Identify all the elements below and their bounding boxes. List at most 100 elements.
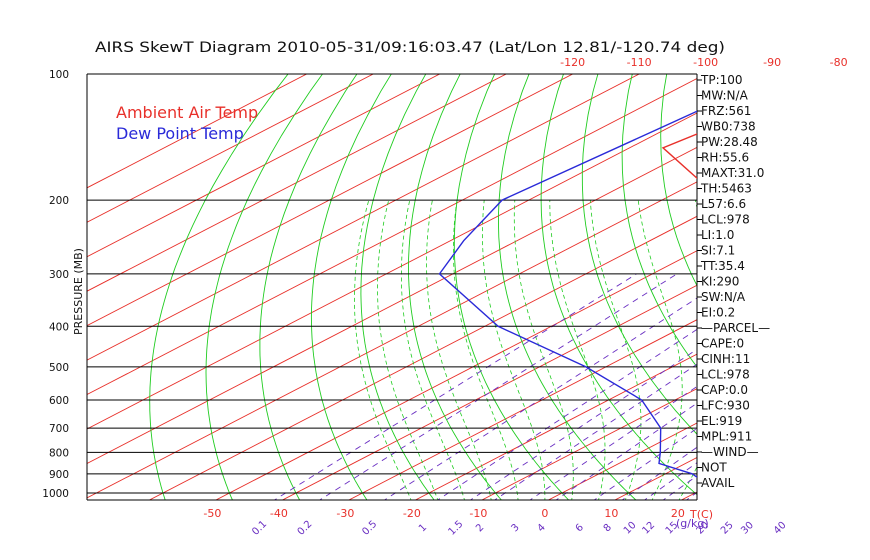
- isotherm-line: [87, 74, 308, 189]
- moist-adiabat-line: [678, 200, 697, 500]
- index-label: TP:100: [700, 73, 743, 87]
- mixing-ratio-unit-label: (g/kg): [676, 517, 709, 530]
- mixing-ratio-line: [759, 274, 870, 502]
- mixing-ratio-line: [792, 274, 870, 502]
- mixing-ratio-tick-label: 0.2: [296, 519, 315, 538]
- mixing-ratio-line: [273, 273, 637, 500]
- pressure-tick-label: 200: [49, 195, 69, 207]
- dry-adiabat-line: [498, 74, 637, 500]
- index-label: EI:0.2: [701, 306, 735, 320]
- index-label: WB0:738: [701, 120, 756, 134]
- isotherm-line: [87, 146, 697, 464]
- bottom-temp-tick-label: -20: [403, 507, 421, 520]
- legend-ambient-air-temp: Ambient Air Temp: [116, 103, 258, 122]
- mixing-ratio-line: [493, 363, 697, 500]
- mixing-ratio-line: [383, 297, 697, 500]
- mixing-ratio-line: [469, 348, 697, 500]
- index-label: PW:28.48: [701, 135, 758, 149]
- index-label: CAP:0.0: [701, 383, 748, 397]
- pressure-tick-label: 900: [49, 469, 69, 481]
- dry-adiabat-line: [453, 74, 570, 500]
- isotherm-line: [87, 74, 375, 223]
- index-label: TT:35.4: [700, 259, 745, 273]
- mixing-ratio-line: [318, 273, 678, 500]
- index-label: MW:N/A: [701, 89, 749, 103]
- index-label: —PARCEL—: [701, 321, 770, 335]
- mixing-ratio-line: [555, 402, 697, 500]
- index-label: NOT: [701, 461, 727, 475]
- index-label: RH:55.6: [701, 151, 749, 165]
- mixing-ratio-line: [593, 427, 697, 500]
- mixing-ratio-tick-label: 40: [772, 520, 789, 537]
- moist-adiabat-line: [758, 200, 870, 502]
- chart-title: AIRS SkewT Diagram 2010-05-31/09:16:03.4…: [95, 40, 725, 56]
- mixing-ratio-tick-label: 4: [536, 522, 548, 534]
- y-axis-label: PRESSURE (MB): [72, 248, 85, 335]
- profile-dew-point-temp: [438, 110, 697, 479]
- dry-adiabat-line: [205, 74, 324, 500]
- moist-adiabat-line: [426, 200, 492, 500]
- isotherm-line: [680, 491, 697, 500]
- moist-adiabat-line: [481, 200, 546, 500]
- top-temp-tick-label: -120: [560, 56, 585, 69]
- pressure-tick-label: 700: [49, 423, 69, 435]
- top-temp-tick-label: -80: [830, 56, 848, 69]
- index-label: TH:5463: [700, 182, 752, 196]
- moist-adiabat-line: [513, 200, 574, 500]
- index-label: —WIND—: [701, 445, 759, 459]
- isotherm-line: [795, 55, 870, 511]
- index-label: LI:1.0: [701, 228, 734, 242]
- dry-adiabat-line: [540, 74, 697, 496]
- dry-adiabat-line: [310, 74, 392, 500]
- pressure-tick-label: 600: [49, 395, 69, 407]
- moist-adiabat-line: [452, 200, 519, 500]
- mixing-ratio-line: [662, 475, 697, 500]
- bottom-temp-tick-label: -50: [203, 507, 221, 520]
- index-label: CINH:11: [701, 352, 750, 366]
- bottom-temp-tick-label: -10: [469, 507, 487, 520]
- index-label: MAXT:31.0: [701, 166, 764, 180]
- isotherm-line: [87, 74, 641, 361]
- moist-adiabat-line: [549, 200, 606, 500]
- top-temp-tick-label: -100: [693, 56, 718, 69]
- bottom-temp-tick-label: 20: [671, 507, 685, 520]
- mixing-ratio-tick-label: 3: [509, 522, 521, 534]
- pressure-tick-label: 500: [49, 362, 69, 374]
- pressure-tick-label: 400: [49, 321, 69, 333]
- axis-tick-labels: -120-110-100-90-80-70-60-50-40-50-40-30-…: [203, 56, 848, 538]
- mixing-ratio-tick-label: 1.5: [446, 519, 465, 538]
- isotherm-line: [87, 74, 441, 258]
- index-label: LCL:978: [701, 368, 750, 382]
- isotherm-line: [87, 74, 574, 327]
- mixing-ratio-tick-label: 12: [640, 520, 657, 537]
- mixing-ratio-tick-label: 0.5: [360, 519, 379, 538]
- mixing-ratio-tick-label: 0.1: [250, 519, 269, 538]
- isotherm-line: [281, 284, 697, 500]
- mixing-ratio-line: [436, 328, 697, 500]
- isotherm-line: [547, 422, 697, 500]
- dry-adiabat-line: [360, 74, 435, 500]
- isotherm-line: [87, 112, 697, 430]
- moist-adiabat-line: [637, 200, 683, 500]
- isotherm-line: [481, 388, 697, 500]
- moist-adiabat-line: [354, 199, 412, 500]
- bottom-temp-tick-label: 0: [541, 507, 548, 520]
- mixing-ratio-tick-label: 10: [622, 520, 639, 537]
- pressure-lines: 100 200 300 400 500 600 700 800 900 1000: [42, 69, 698, 501]
- top-temp-tick-label: -110: [627, 56, 652, 69]
- isotherm-line: [87, 77, 697, 396]
- moist-adiabat-line: [784, 200, 870, 502]
- moist-adiabat-line: [811, 200, 870, 502]
- index-label: CAPE:0: [701, 337, 744, 351]
- mixing-ratio-tick-label: 30: [739, 520, 756, 537]
- isotherm-line: [87, 181, 697, 499]
- isotherm-line: [148, 215, 697, 500]
- mixing-ratio-tick-label: 2: [474, 522, 486, 534]
- index-label: MPL:911: [701, 430, 752, 444]
- index-label: KI:290: [701, 275, 739, 289]
- dry-adiabat-line: [804, 65, 870, 511]
- dry-adiabat-line: [149, 74, 289, 500]
- temperature-unit-label: T(C): [689, 508, 713, 521]
